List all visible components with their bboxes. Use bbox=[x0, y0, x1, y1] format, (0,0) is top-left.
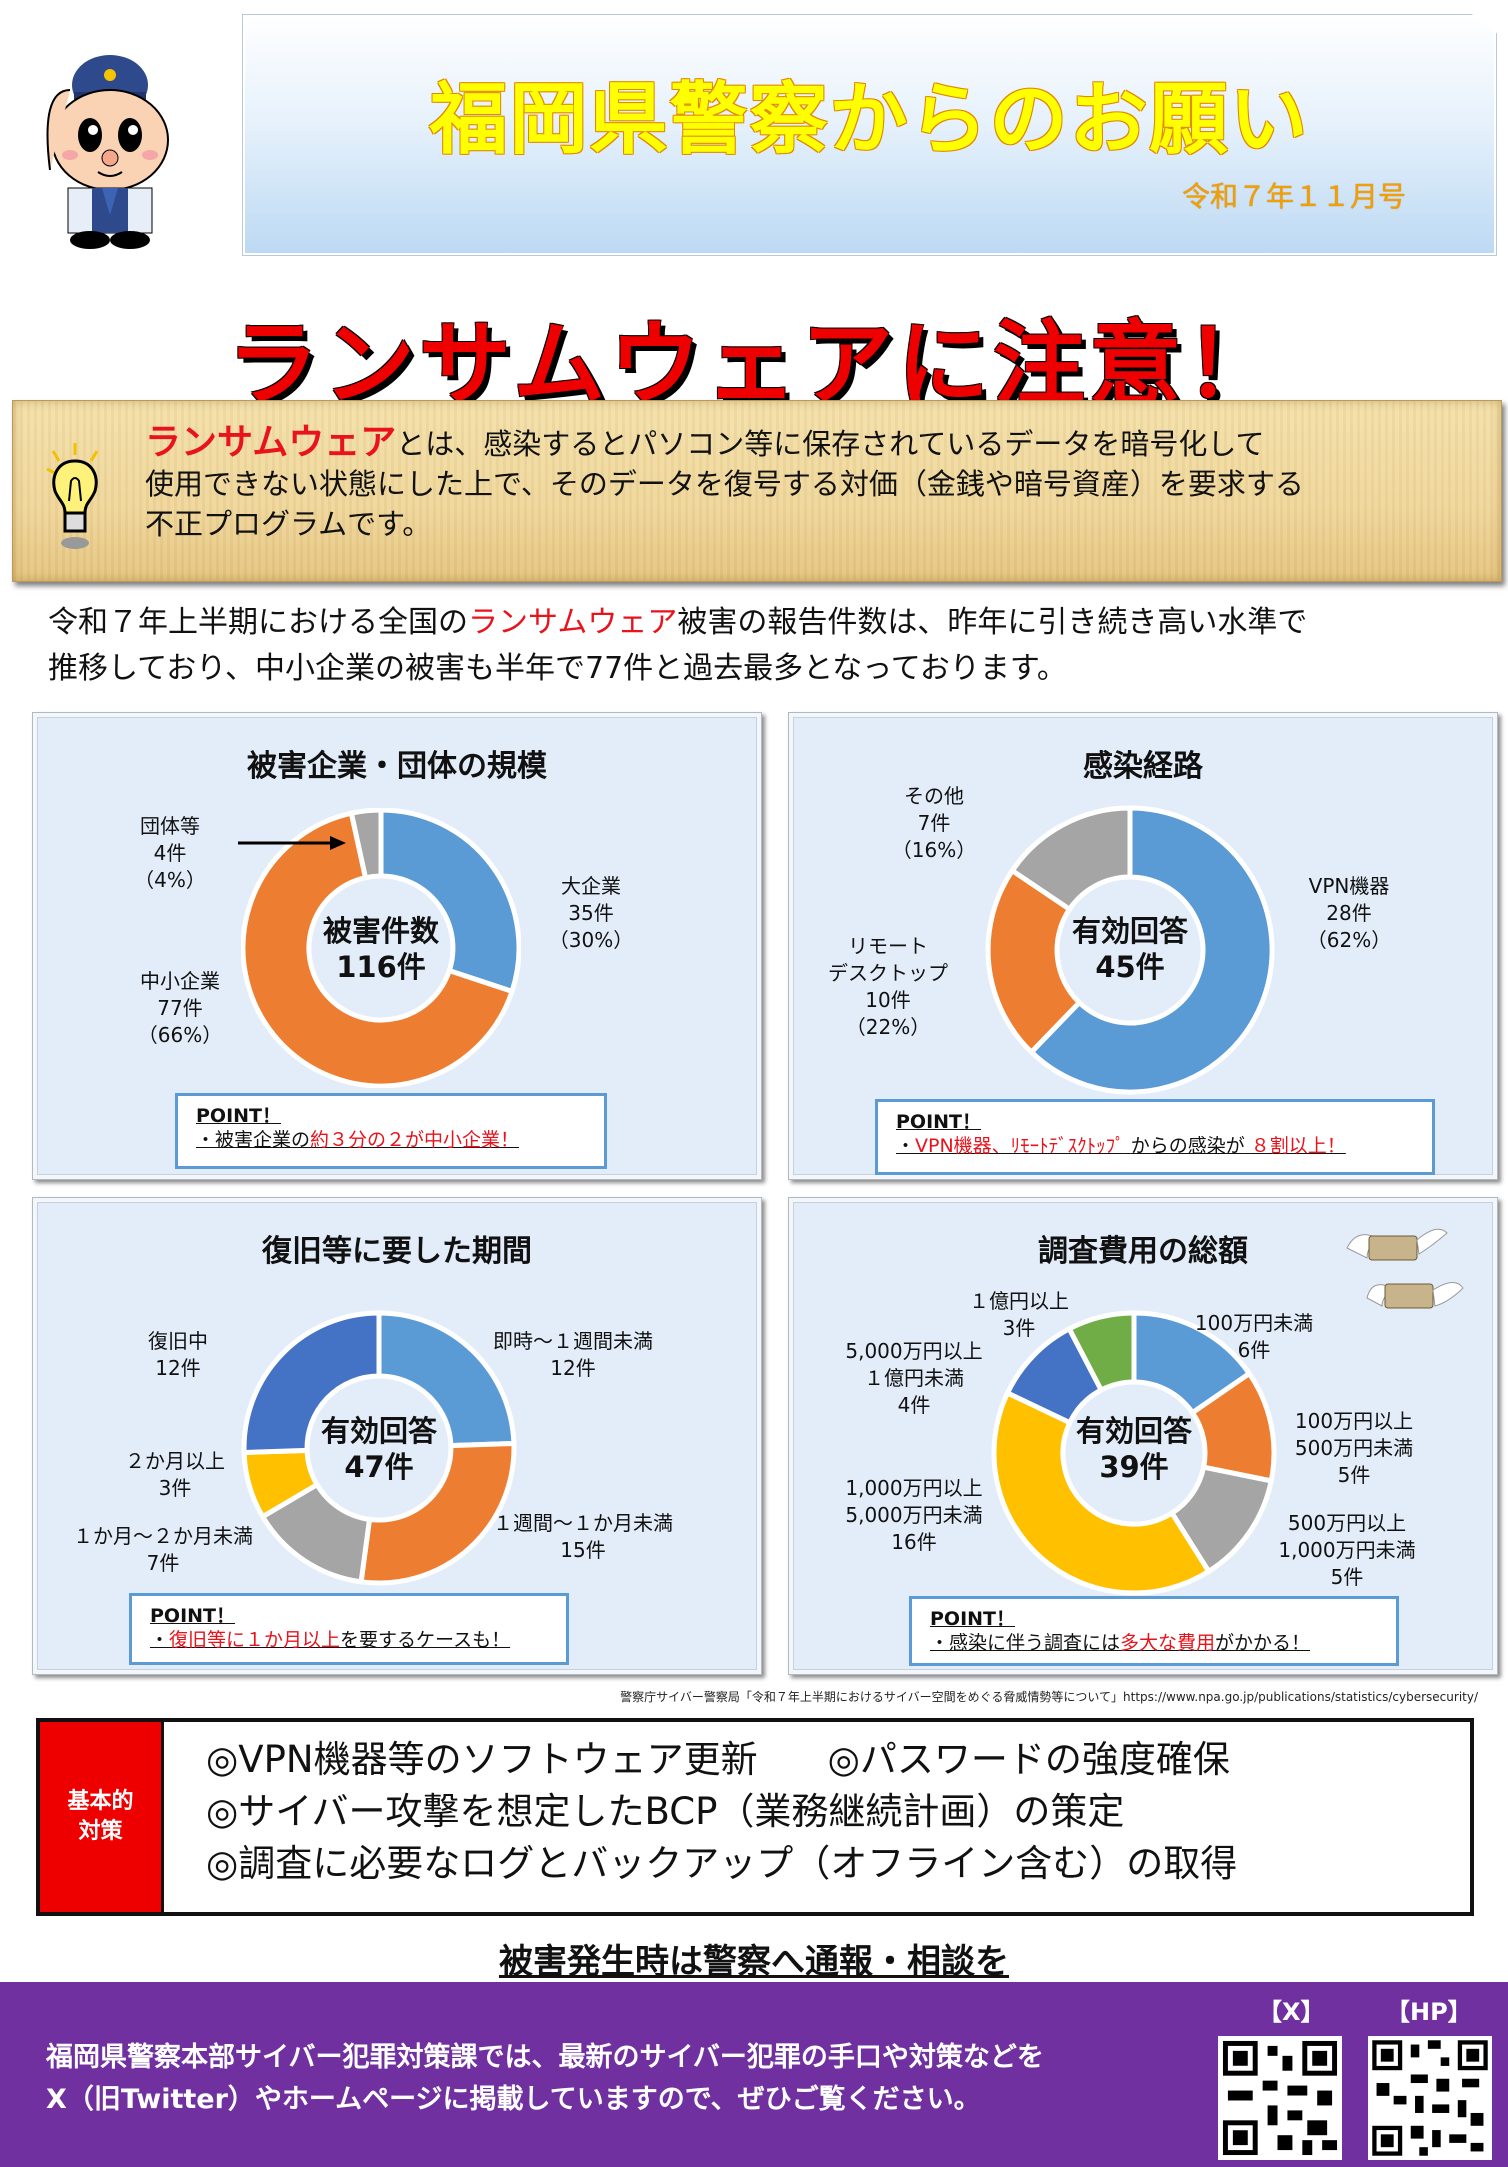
slice-label: 100万円以上 500万円未満 5件 bbox=[1294, 1409, 1414, 1487]
qr-hp-label: 【HP】 bbox=[1386, 1998, 1472, 2026]
measure-item: ◎パスワードの強度確保 bbox=[827, 1738, 1230, 1781]
definition-text: ランサムウェアとは、感染するとパソコン等に保存されているデータを暗号化して 使用… bbox=[145, 422, 1304, 542]
donut-center-label: 被害件数 116件 bbox=[322, 914, 439, 984]
slice-label: 即時～１週間未満 12件 bbox=[493, 1329, 653, 1380]
qr-code-x-icon[interactable] bbox=[1218, 2036, 1342, 2160]
slice-label: 中小企業 77件 （66%） bbox=[137, 969, 223, 1047]
chart-panel-recovery-period: 復旧等に要した期間 有効回答 47件 即時～１週間未満 12件 １週間～１か月未満 1… bbox=[32, 1197, 762, 1675]
qr-x-label: 【X】 bbox=[1258, 1998, 1325, 2026]
slice-label: VPN機器 28件 （62%） bbox=[1306, 874, 1392, 952]
chart-title: 被害企業・団体の規模 bbox=[247, 749, 547, 784]
donut-chart-victim-size bbox=[241, 808, 521, 1088]
footer-text: 福岡県警察本部サイバー犯罪対策課では、最新のサイバー犯罪の手口や対策などを X（… bbox=[46, 2042, 1044, 2115]
arrow-icon bbox=[238, 836, 346, 850]
header-banner: 福岡県警察からのお願い 令和７年１１月号 bbox=[242, 14, 1497, 256]
chart-panel-victim-size: 被害企業・団体の規模 被害件数 116件 大企業 35件 （30%） 中小企業 77件… bbox=[32, 712, 762, 1180]
measures-list: ◎VPN機器等のソフトウェア更新 ◎パスワードの強度確保 ◎サイバー攻撃を想定した… bbox=[206, 1734, 1237, 1890]
definition-keyword: ランサムウェア bbox=[145, 422, 397, 463]
slice-label: １億円以上 3件 bbox=[969, 1289, 1069, 1340]
slice-label: １週間～１か月未満 15件 bbox=[493, 1511, 673, 1562]
intro-paragraph: 令和７年上半期における全国のランサムウェア被害の報告件数は、昨年に引き続き高い水… bbox=[48, 605, 1308, 686]
chart-panel-investigation-cost: 調査費用の総額 有効回答 39件 100万円未満 6件 100万円以上 500万円未満… bbox=[788, 1197, 1498, 1675]
slice-label: その他 7件 （16%） bbox=[891, 784, 977, 862]
chart-title: 調査費用の総額 bbox=[1038, 1234, 1248, 1269]
donut-chart-infection-route bbox=[985, 805, 1275, 1095]
lightbulb-icon bbox=[46, 443, 99, 549]
point-callout: POINT！ ・VPN機器、ﾘﾓｰﾄﾃﾞｽｸﾄｯﾌﾟ からの感染が ８割以上！ bbox=[875, 1099, 1435, 1175]
flying-money-icon bbox=[1346, 1228, 1464, 1309]
police-mascot-icon bbox=[46, 55, 169, 249]
donut-center-label: 有効回答 47件 bbox=[320, 1414, 437, 1484]
slice-label: 団体等 4件 （4%） bbox=[134, 814, 206, 892]
chart-title: 感染経路 bbox=[1083, 749, 1203, 784]
donut-center-label: 有効回答 45件 bbox=[1071, 914, 1188, 984]
slice-label: １か月～２か月未満 7件 bbox=[73, 1524, 253, 1575]
slice-label: 1,000万円以上 5,000万円未満 16件 bbox=[845, 1476, 983, 1554]
measure-item: ◎VPN機器等のソフトウェア更新 bbox=[206, 1738, 758, 1781]
slice-label: 5,000万円以上 １億円未満 4件 bbox=[845, 1339, 983, 1417]
basic-measures-box: 基本的 対策 ◎VPN機器等のソフトウェア更新 ◎パスワードの強度確保 ◎サイバー攻… bbox=[36, 1718, 1474, 1916]
donut-chart-investigation-cost bbox=[991, 1310, 1277, 1596]
slice-label: リモート デスクトップ 10件 （22%） bbox=[828, 934, 948, 1039]
point-callout: POINT！ ・感染に伴う調査には多大な費用がかかる！ bbox=[909, 1596, 1399, 1666]
basic-measures-tag: 基本的 対策 bbox=[40, 1722, 164, 1912]
header-title: 福岡県警察からのお願い bbox=[429, 75, 1310, 165]
slice-label: 復旧中 12件 bbox=[148, 1329, 208, 1380]
point-callout: POINT！ ・復旧等に１か月以上を要するケースも！ bbox=[129, 1593, 569, 1665]
slice-label: ２か月以上 3件 bbox=[125, 1449, 225, 1500]
footer-banner: 福岡県警察本部サイバー犯罪対策課では、最新のサイバー犯罪の手口や対策などを X（… bbox=[0, 1982, 1508, 2167]
slice-label: 500万円以上 1,000万円未満 5件 bbox=[1278, 1511, 1416, 1589]
donut-center-label: 有効回答 39件 bbox=[1075, 1414, 1192, 1484]
slice-label: 100万円未満 6件 bbox=[1194, 1311, 1314, 1362]
donut-chart-recovery-period bbox=[241, 1310, 517, 1586]
report-to-police-heading: 被害発生時は警察へ通報・相談を bbox=[499, 1942, 1009, 1982]
measure-item: ◎調査に必要なログとバックアップ（オフライン含む）の取得 bbox=[206, 1842, 1238, 1885]
source-citation: 警察庁サイバー警察局「令和７年上半期におけるサイバー空間をめぐる脅威情勢等につい… bbox=[620, 1690, 1478, 1704]
chart-title: 復旧等に要した期間 bbox=[262, 1234, 532, 1269]
point-callout: POINT！ ・被害企業の約３分の２が中小企業！ bbox=[175, 1093, 607, 1169]
chart-panel-infection-route: 感染経路 有効回答 45件 VPN機器 28件 （62%） リモート デスクトップ 10件… bbox=[788, 712, 1498, 1180]
definition-box: ランサムウェアとは、感染するとパソコン等に保存されているデータを暗号化して 使用… bbox=[12, 400, 1502, 582]
qr-code-hp-icon[interactable] bbox=[1368, 2036, 1492, 2160]
measure-item: ◎サイバー攻撃を想定したBCP（業務継続計画）の策定 bbox=[206, 1790, 1125, 1833]
slice-label: 大企業 35件 （30%） bbox=[548, 874, 634, 952]
issue-date: 令和７年１１月号 bbox=[1181, 180, 1406, 213]
